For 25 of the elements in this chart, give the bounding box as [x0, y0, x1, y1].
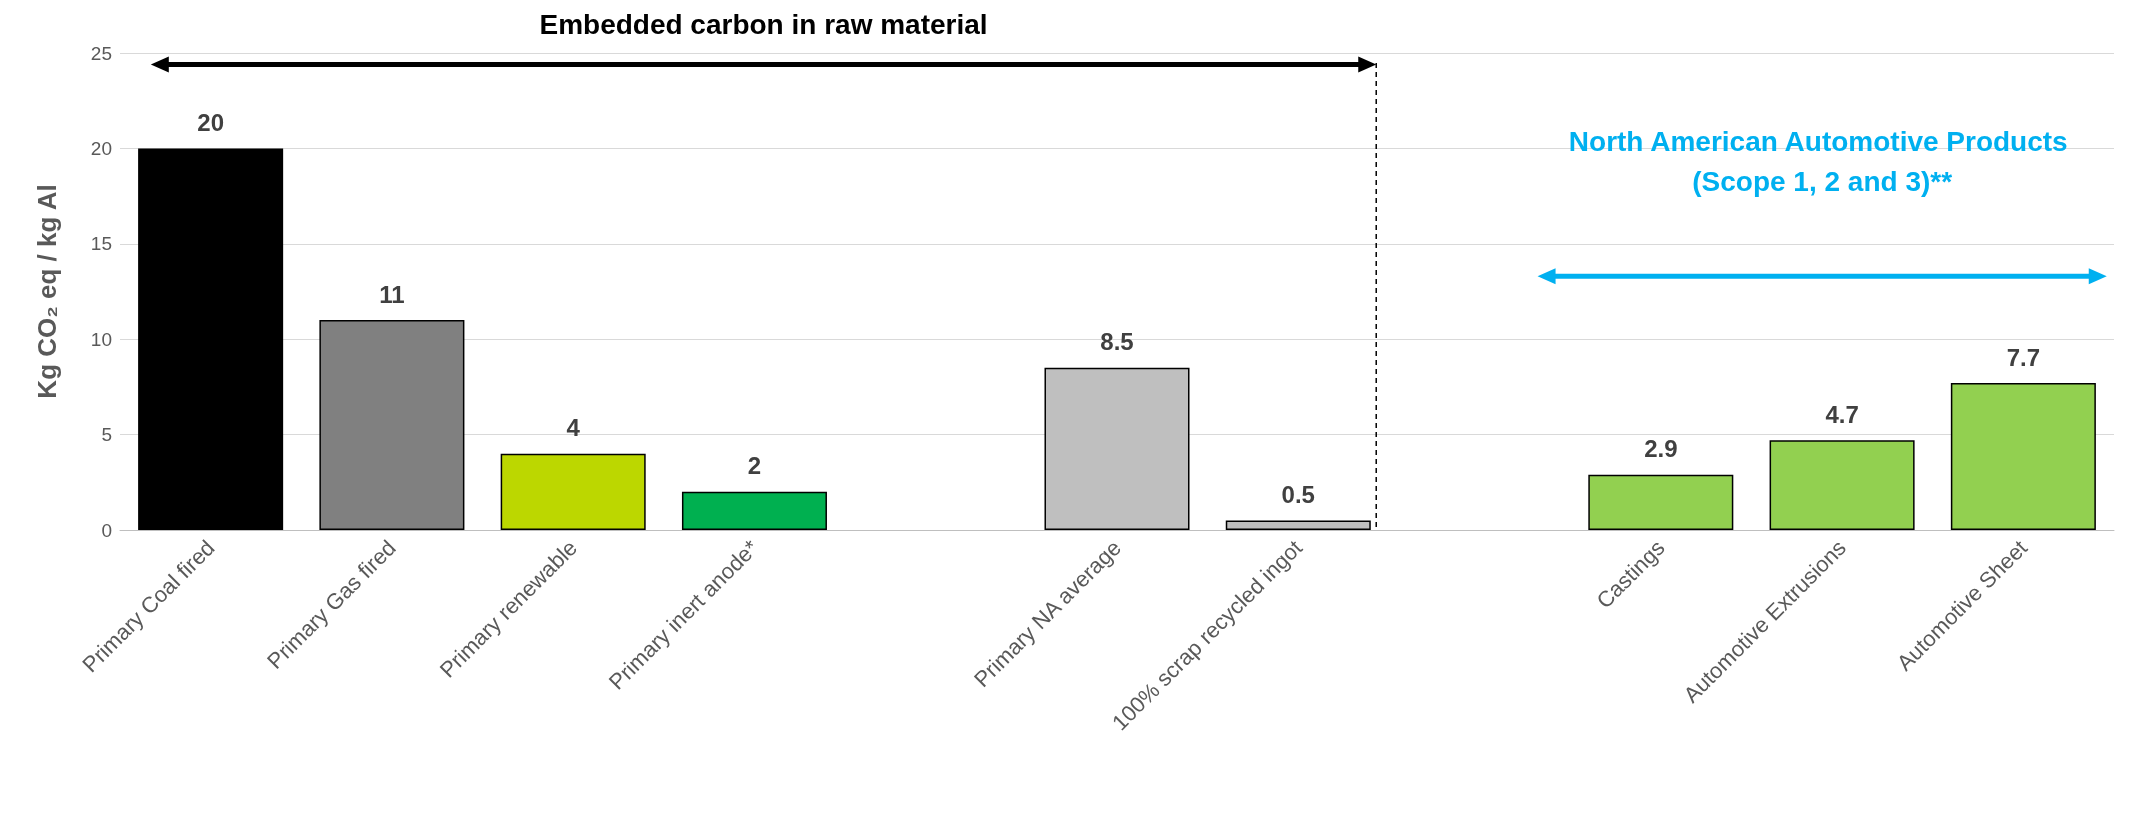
bar [1950, 383, 2096, 530]
bar [1769, 440, 1915, 530]
y-tick-label: 25 [90, 42, 112, 64]
data-label: 0.5 [1281, 480, 1315, 508]
data-label: 11 [379, 280, 405, 308]
data-label: 2.9 [1644, 435, 1678, 463]
y-tick-label: 5 [101, 424, 112, 446]
y-tick-label: 15 [90, 233, 112, 255]
data-label: 20 [197, 108, 224, 136]
y-tick-label: 20 [90, 137, 112, 159]
data-label: 2 [747, 452, 762, 480]
y-tick-label: 10 [90, 328, 112, 350]
bar [681, 491, 827, 530]
bar [500, 453, 646, 530]
text: Embedded carbon in raw material [539, 8, 988, 40]
y-axis-title: Kg CO₂ eq / kg Al [32, 184, 62, 399]
bar [138, 148, 284, 530]
bar [1588, 474, 1734, 530]
bar [319, 320, 465, 530]
y-tick-label: 0 [101, 519, 112, 541]
annotation: North American Automotive Products (Scope 1, 2 and 3)** [1568, 126, 2076, 198]
data-label: 7.7 [2006, 343, 2041, 371]
data-label: 4 [566, 414, 581, 442]
data-label: 8.5 [1100, 328, 1134, 356]
data-label: 4.7 [1825, 400, 1859, 428]
